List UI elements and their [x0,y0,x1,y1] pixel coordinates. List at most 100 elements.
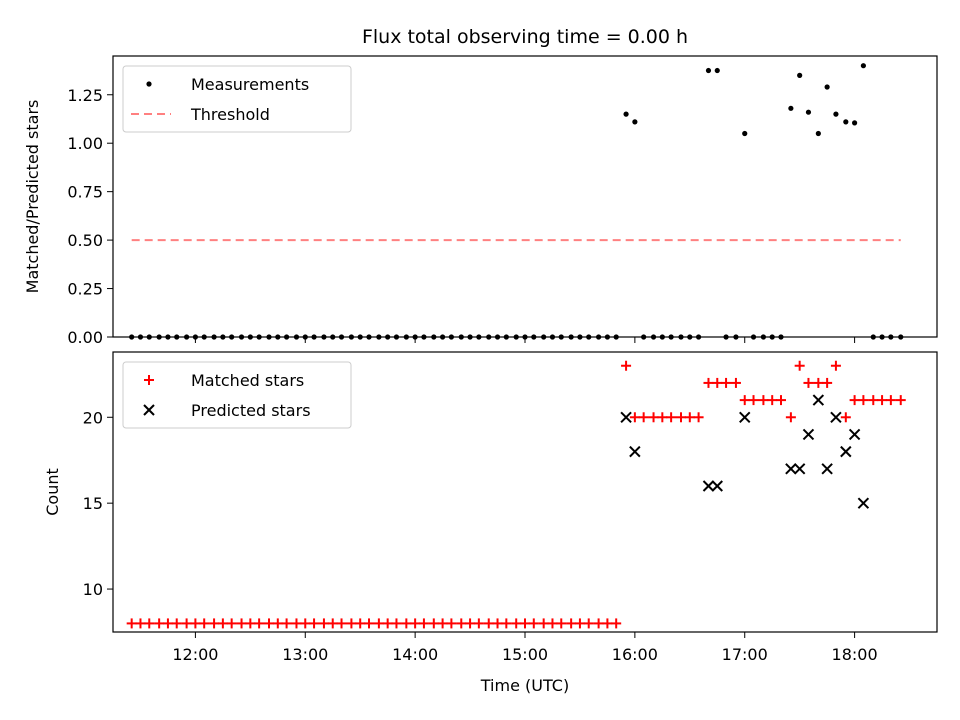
matched-star-point [629,412,640,423]
bottom-y-ticks: 10 15 20 [83,408,113,599]
predicted-star-point [629,445,641,458]
predicted-star-point [711,480,723,492]
matched-star-point [712,377,723,388]
matched-star-point [327,618,338,629]
top-y-ticks: 0.00 0.25 0.50 0.75 1.00 1.25 [67,86,113,347]
matched-star-point [593,618,604,629]
cross-b [840,445,852,458]
bottom-axes-frame [112,351,938,633]
matched-star-point [775,395,786,406]
matched-star-point [822,377,833,388]
matched-star-point [785,412,796,423]
matched-star-point [363,618,374,629]
matched-star-point [758,395,769,406]
x-tick-label: 13:00 [282,645,328,664]
matched-star-point [574,618,585,629]
measurement-point [742,130,748,137]
matched-star-point [309,618,320,629]
matched-star-point [181,618,192,629]
matched-star-point [767,395,778,406]
matched-star-point [272,618,283,629]
matched-star-point [456,618,467,629]
predicted-star-point [857,497,870,509]
matched-star-point [391,618,402,629]
matched-star-point [199,618,210,629]
measurement-point [860,63,866,69]
bottom-legend-box [122,361,352,429]
top-plot-area [129,63,904,340]
predicted-star-point [848,428,861,441]
matched-star-point [236,618,247,629]
legend-cross [143,404,155,416]
matched-star-point [209,618,220,629]
y-tick-label: 0.00 [67,328,103,347]
bottom-axes: 10 15 20 12:00 13:00 14:00 15:00 16:00 17:00 18:… [43,351,938,695]
matched-star-point [245,618,256,629]
matched-star-point [483,618,494,629]
matched-star-point [803,377,814,388]
y-tick-label: 1.00 [67,134,103,153]
matched-star-point [556,618,567,629]
measurement-point [815,130,821,137]
matched-star-point [135,618,146,629]
matched-star-point [473,618,484,629]
matched-star-point [858,395,869,406]
cross-b [793,463,806,475]
cross-b [848,428,861,441]
matched-star-point [621,360,632,371]
legend-matched-stars-label: Matched stars [191,371,304,390]
bottom-y-axis-label: Count [43,468,62,516]
matched-star-point [126,618,137,629]
matched-star-point [730,377,741,388]
cross-b [739,411,751,423]
matched-star-point [162,618,173,629]
matched-star-point [418,618,429,629]
matched-star-point [217,618,228,629]
measurement-point [623,111,629,117]
predicted-star-point [620,411,632,423]
legend-measurements-marker [146,81,152,87]
chart-title: Flux total observing time = 0.00 h [362,26,688,48]
measurement-point [852,120,858,126]
matched-star-point [676,412,687,423]
y-tick-label: 15 [83,494,103,513]
matched-star-point [840,412,851,423]
x-tick-label: 12:00 [172,645,218,664]
cross-b [821,463,833,475]
matched-star-point [877,395,888,406]
legend-plus [144,375,154,385]
matched-star-point [144,618,155,629]
matched-star-point [492,618,503,629]
predicted-star-point [812,394,825,406]
predicted-star-point [802,428,815,441]
matched-star-point [446,618,457,629]
matched-star-point [437,618,448,629]
top-axes-frame [112,55,938,338]
matched-star-point [583,618,594,629]
measurement-point [824,84,830,90]
bottom-plot-area [126,360,906,629]
cross-b [620,411,632,423]
measurement-point [788,105,794,111]
matched-star-point [154,618,165,629]
matched-star-point [318,618,329,629]
cross-b [857,497,870,509]
x-tick-label: 15:00 [502,645,548,664]
predicted-star-point [739,411,751,423]
cross-b [802,428,815,441]
top-legend: Measurements Threshold [122,65,352,133]
matched-star-point [291,618,302,629]
predicted-star-point [830,411,842,423]
predicted-star-point [793,463,806,475]
matched-star-point [648,412,659,423]
y-tick-label: 0.25 [67,280,103,299]
x-tick-label: 14:00 [392,645,438,664]
cross-b [711,480,723,492]
matched-star-point [547,618,558,629]
measurement-point [805,109,812,115]
measurement-point [833,111,839,117]
matched-star-point [264,618,275,629]
matched-star-point [684,412,695,423]
measurement-point [632,119,638,125]
